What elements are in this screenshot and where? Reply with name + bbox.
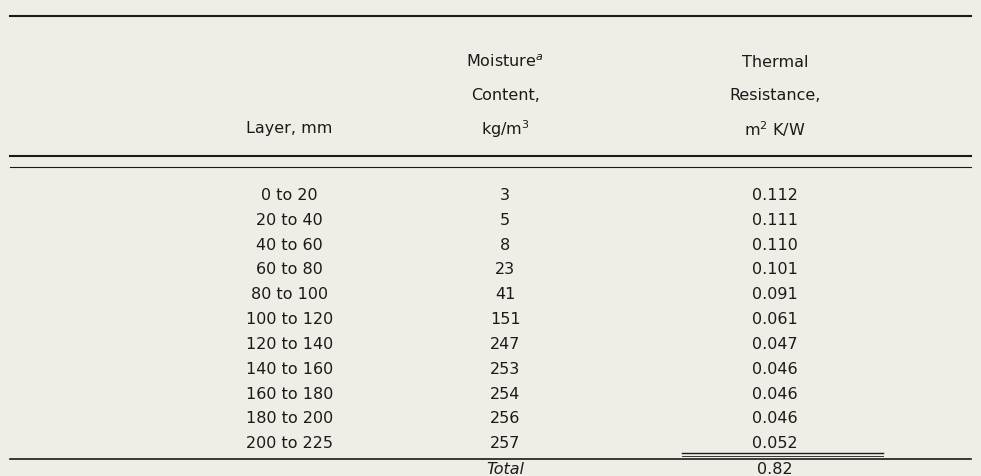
Text: 120 to 140: 120 to 140 [246, 336, 333, 351]
Text: Layer, mm: Layer, mm [246, 121, 333, 136]
Text: Total: Total [487, 461, 524, 476]
Text: 23: 23 [495, 262, 515, 277]
Text: 253: 253 [490, 361, 520, 376]
Text: 41: 41 [495, 287, 515, 302]
Text: 0 to 20: 0 to 20 [261, 188, 318, 203]
Text: 0.046: 0.046 [752, 386, 798, 401]
Text: 0.82: 0.82 [757, 461, 793, 476]
Text: 200 to 225: 200 to 225 [246, 435, 333, 450]
Text: 40 to 60: 40 to 60 [256, 237, 323, 252]
Text: 0.101: 0.101 [752, 262, 798, 277]
Text: 257: 257 [490, 435, 520, 450]
Text: 254: 254 [490, 386, 520, 401]
Text: 80 to 100: 80 to 100 [251, 287, 328, 302]
Text: 60 to 80: 60 to 80 [256, 262, 323, 277]
Text: 0.091: 0.091 [752, 287, 798, 302]
Text: 151: 151 [490, 311, 521, 327]
Text: kg/m$^3$: kg/m$^3$ [481, 118, 530, 139]
Text: 0.047: 0.047 [752, 336, 798, 351]
Text: 5: 5 [500, 212, 510, 228]
Text: 140 to 160: 140 to 160 [246, 361, 333, 376]
Text: 180 to 200: 180 to 200 [246, 410, 333, 426]
Text: 0.046: 0.046 [752, 361, 798, 376]
Text: 100 to 120: 100 to 120 [246, 311, 333, 327]
Text: m$^2$ K/W: m$^2$ K/W [745, 119, 805, 139]
Text: Thermal: Thermal [742, 54, 808, 69]
Text: 0.046: 0.046 [752, 410, 798, 426]
Text: 0.111: 0.111 [752, 212, 798, 228]
Text: 0.052: 0.052 [752, 435, 798, 450]
Text: 20 to 40: 20 to 40 [256, 212, 323, 228]
Text: Content,: Content, [471, 88, 540, 103]
Text: Moisture$^a$: Moisture$^a$ [467, 54, 543, 70]
Text: 0.110: 0.110 [752, 237, 798, 252]
Text: 3: 3 [500, 188, 510, 203]
Text: 0.112: 0.112 [752, 188, 798, 203]
Text: 160 to 180: 160 to 180 [245, 386, 334, 401]
Text: 256: 256 [490, 410, 520, 426]
Text: 0.061: 0.061 [752, 311, 798, 327]
Text: Resistance,: Resistance, [729, 88, 821, 103]
Text: 247: 247 [490, 336, 520, 351]
Text: 8: 8 [500, 237, 510, 252]
